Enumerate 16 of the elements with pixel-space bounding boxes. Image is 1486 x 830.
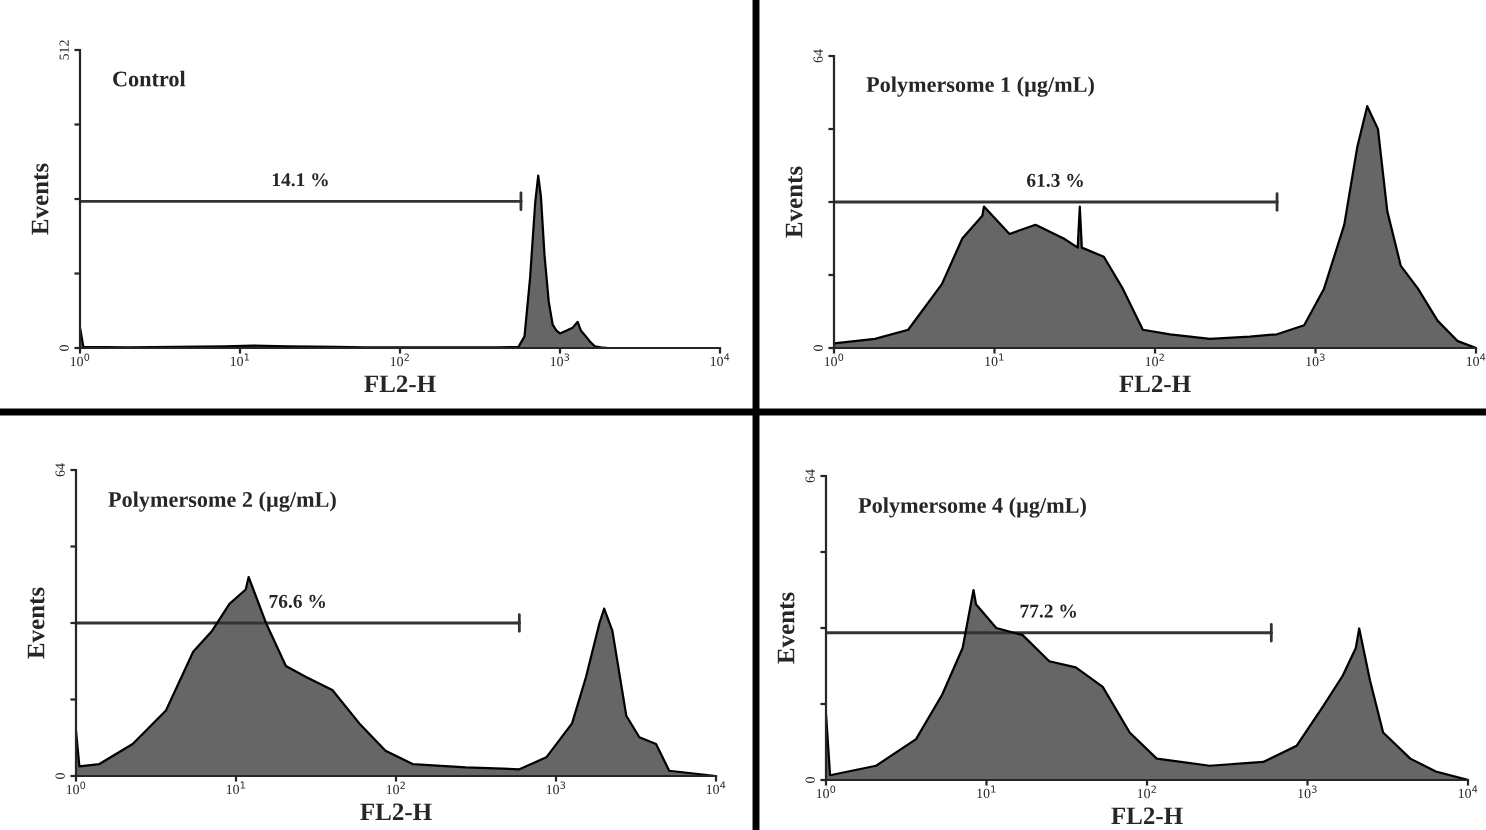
- text: Control: [113, 70, 186, 87]
- text: Polymersome 1 (µg/mL): [866, 76, 1094, 97]
- annotation: 77.2 %: [1020, 604, 1076, 618]
- y-axis-title: Events: [27, 587, 45, 659]
- y-axis-title: Events: [785, 166, 803, 238]
- y-axis-title: Events: [31, 163, 49, 235]
- annotation: 14.1 %: [272, 173, 328, 187]
- annotation: 76.6 %: [269, 594, 326, 609]
- y-axis-title: Events: [777, 592, 795, 664]
- x-axis-title: FL2-H: [1119, 375, 1191, 393]
- x-axis-title: FL2-H: [360, 803, 432, 821]
- x-axis-title: FL2-H: [1111, 807, 1183, 825]
- x-axis-title: FL2-H: [364, 375, 436, 393]
- text: Polymersome 2 (µg/mL): [108, 491, 336, 512]
- text: Polymersome 4 (µg/mL): [858, 497, 1086, 518]
- annotation: 61.3 %: [1027, 173, 1083, 188]
